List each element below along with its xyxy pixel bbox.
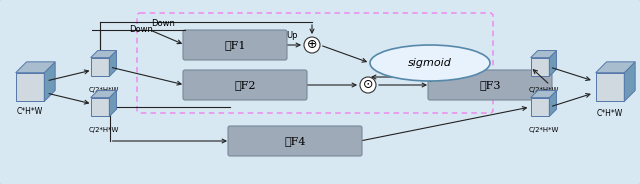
FancyBboxPatch shape <box>228 126 362 156</box>
Text: ⊙: ⊙ <box>363 79 373 91</box>
FancyBboxPatch shape <box>183 70 307 100</box>
Text: C*H*W: C*H*W <box>17 107 43 116</box>
Polygon shape <box>596 73 624 101</box>
Text: ③F3: ③F3 <box>479 80 500 90</box>
Polygon shape <box>91 98 109 116</box>
Text: ④F4: ④F4 <box>284 136 306 146</box>
Circle shape <box>360 77 376 93</box>
Polygon shape <box>549 51 556 76</box>
Polygon shape <box>109 91 116 116</box>
Polygon shape <box>91 91 116 98</box>
Text: C/2*H*W: C/2*H*W <box>529 127 559 133</box>
Text: C/2*H*W: C/2*H*W <box>89 87 119 93</box>
Text: C/2*H*W: C/2*H*W <box>529 87 559 93</box>
Polygon shape <box>16 73 44 101</box>
FancyBboxPatch shape <box>428 70 552 100</box>
Polygon shape <box>531 98 549 116</box>
Text: Down: Down <box>151 19 175 28</box>
Text: Down: Down <box>129 26 153 35</box>
FancyBboxPatch shape <box>183 30 287 60</box>
Polygon shape <box>16 62 55 73</box>
Circle shape <box>304 37 320 53</box>
Polygon shape <box>596 62 635 73</box>
Polygon shape <box>549 91 556 116</box>
Polygon shape <box>624 62 635 101</box>
Text: sigmoid: sigmoid <box>408 58 452 68</box>
Polygon shape <box>44 62 55 101</box>
Text: Up: Up <box>287 31 298 40</box>
Polygon shape <box>531 91 556 98</box>
Text: ②F2: ②F2 <box>234 80 256 90</box>
Polygon shape <box>531 51 556 58</box>
Polygon shape <box>91 51 116 58</box>
Polygon shape <box>531 58 549 76</box>
Text: ⊕: ⊕ <box>307 38 317 52</box>
Text: C/2*H*W: C/2*H*W <box>89 127 119 133</box>
Text: C*H*W: C*H*W <box>597 109 623 118</box>
Text: ①F1: ①F1 <box>224 40 246 50</box>
Ellipse shape <box>370 45 490 81</box>
Polygon shape <box>109 51 116 76</box>
Polygon shape <box>91 58 109 76</box>
